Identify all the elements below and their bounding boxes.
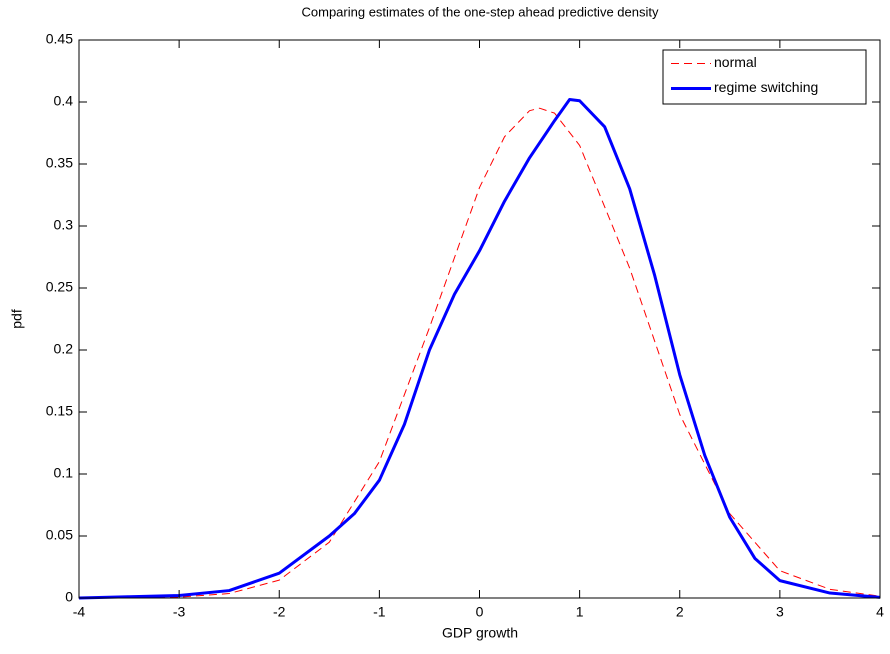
- chart-title: Comparing estimates of the one-step ahea…: [302, 4, 659, 19]
- y-tick-label: 0.3: [54, 217, 74, 233]
- x-tick-label: -3: [173, 604, 186, 620]
- y-tick-label: 0.1: [54, 465, 74, 481]
- y-tick-label: 0: [65, 589, 73, 605]
- x-axis-label: GDP growth: [442, 625, 518, 641]
- y-tick-label: 0.45: [46, 31, 73, 47]
- legend: normal regime switching: [662, 49, 867, 105]
- legend-box: [662, 49, 867, 105]
- x-tick-label: 1: [576, 604, 584, 620]
- y-tick-label: 0.4: [54, 93, 74, 109]
- line-series: [78, 98, 881, 600]
- y-tick-label: 0.05: [46, 527, 73, 543]
- x-tick-label: 2: [676, 604, 684, 620]
- legend-label: normal: [714, 54, 757, 70]
- y-tick-label: 0.25: [46, 279, 73, 295]
- plot-frame: [78, 39, 881, 599]
- legend-label: regime switching: [714, 79, 818, 95]
- y-tick-label: 0.15: [46, 403, 73, 419]
- y-tick-label: 0.35: [46, 155, 73, 171]
- x-tick-label: 4: [876, 604, 884, 620]
- y-tick-label: 0.2: [54, 341, 74, 357]
- line-series: [78, 107, 881, 599]
- x-tick-label: -2: [273, 604, 286, 620]
- x-tick-label: 0: [476, 604, 484, 620]
- x-tick-label: -4: [73, 604, 86, 620]
- x-tick-label: -1: [373, 604, 386, 620]
- x-tick-label: 3: [776, 604, 784, 620]
- y-axis-label: pdf: [9, 309, 25, 329]
